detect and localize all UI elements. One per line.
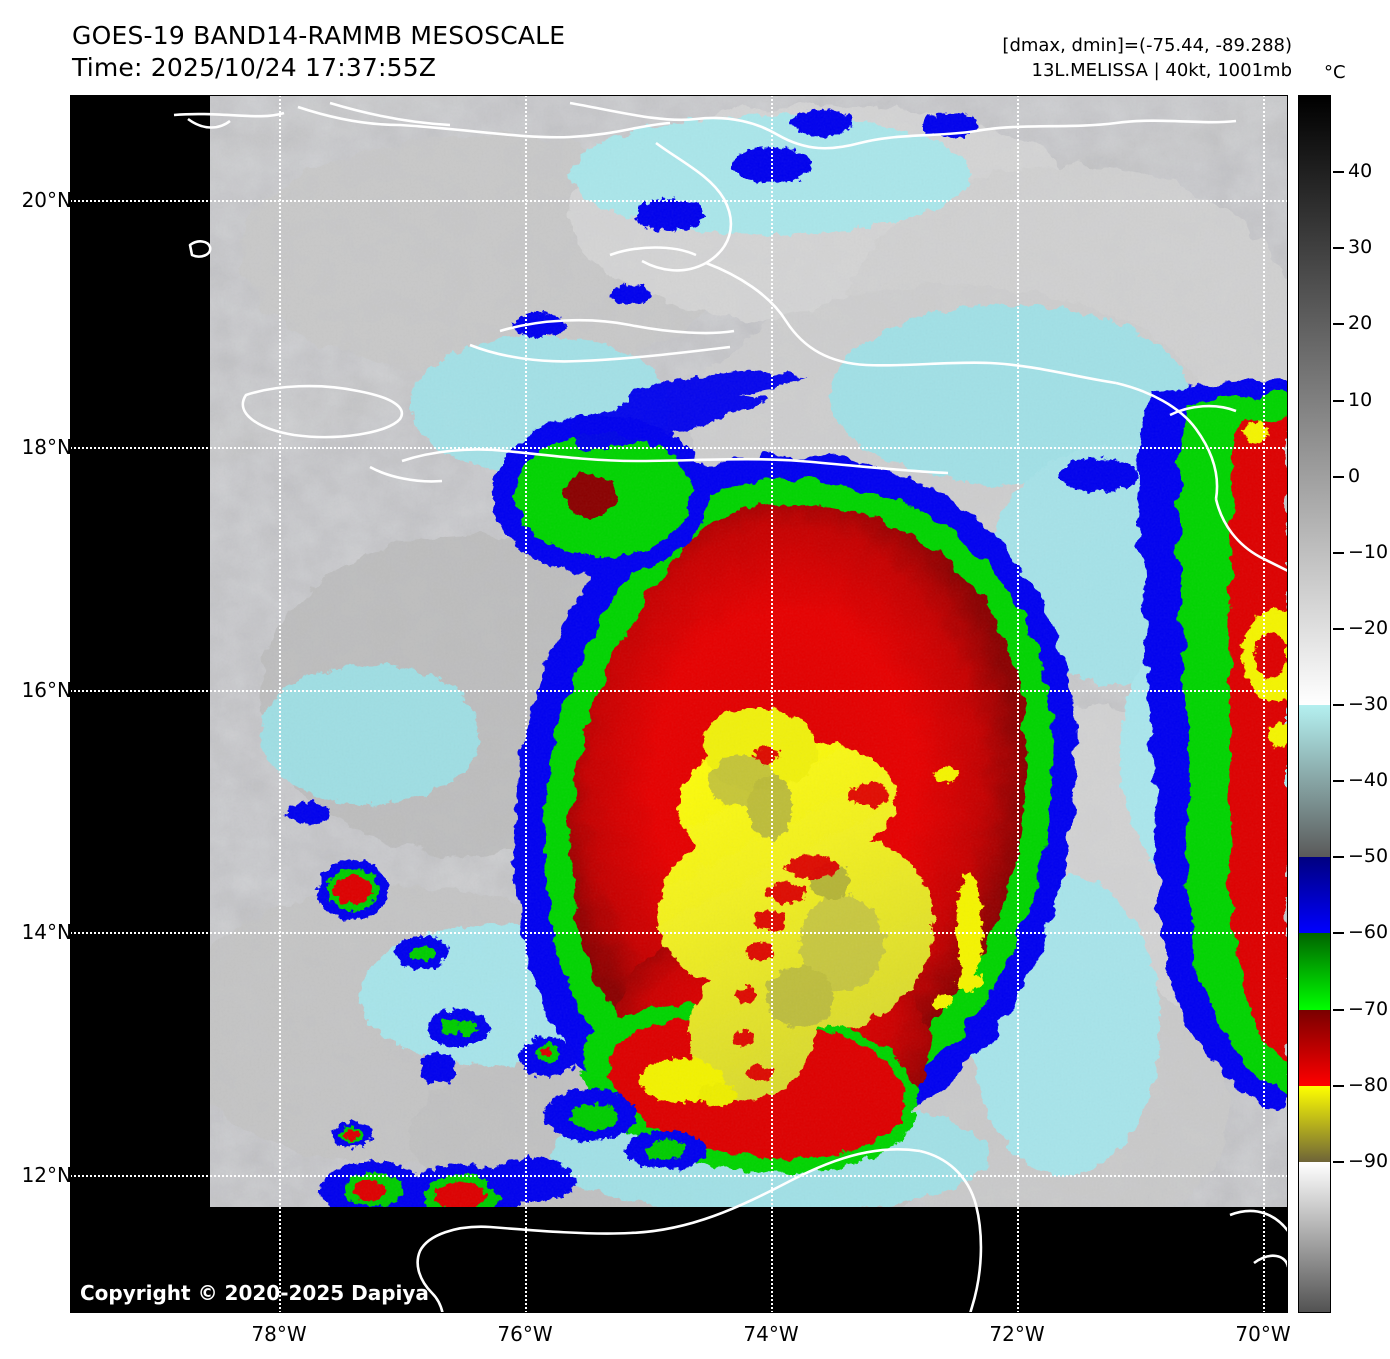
colorbar-tick-label-8: −40 bbox=[1348, 769, 1389, 792]
gridline-lon-76w bbox=[525, 95, 527, 1313]
colorbar-tick-9 bbox=[1333, 856, 1344, 859]
colorbar-tick-label-0: 40 bbox=[1348, 160, 1373, 183]
gridline-lon-74w bbox=[771, 95, 773, 1313]
header-title-block: GOES-19 BAND14-RAMMB MESOSCALE Time: 202… bbox=[72, 20, 565, 84]
gridline-lat-14n bbox=[70, 932, 1288, 934]
timestamp-label: Time: 2025/10/24 17:37:55Z bbox=[72, 53, 437, 82]
xtick-label-72w: 72°W bbox=[989, 1322, 1045, 1346]
gridline-lat-18n bbox=[70, 447, 1288, 449]
gridline-lat-20n bbox=[70, 200, 1288, 202]
colorbar-tick-3 bbox=[1333, 399, 1344, 402]
storm-info-label: 13L.MELISSA | 40kt, 1001mb bbox=[1031, 60, 1293, 81]
colorbar-tick-label-1: 30 bbox=[1348, 236, 1373, 259]
colorbar-tick-label-5: −10 bbox=[1348, 540, 1389, 563]
colorbar-segment-6 bbox=[1299, 1161, 1330, 1312]
header-meta-block: [dmax, dmin]=(-75.44, -89.288) 13L.MELIS… bbox=[1002, 33, 1292, 83]
colorbar-unit-label: °C bbox=[1324, 62, 1346, 83]
gridline-lon-78w bbox=[279, 95, 281, 1313]
colorbar-tick-12 bbox=[1333, 1084, 1344, 1087]
colorbar-tick-1 bbox=[1333, 247, 1344, 250]
colorbar-tick-label-7: −30 bbox=[1348, 693, 1389, 715]
colorbar-tick-label-9: −50 bbox=[1348, 845, 1389, 868]
xtick-label-78w: 78°W bbox=[251, 1322, 307, 1346]
colorbar-tick-label-12: −80 bbox=[1348, 1073, 1389, 1096]
xtick-label-74w: 74°W bbox=[743, 1322, 799, 1346]
colorbar-segment-1 bbox=[1299, 705, 1330, 858]
colorbar-segment-4 bbox=[1299, 1009, 1330, 1086]
colorbar-tick-8 bbox=[1333, 780, 1344, 783]
colorbar-tick-label-13: −90 bbox=[1348, 1149, 1389, 1172]
colorbar-segment-0 bbox=[1299, 96, 1330, 705]
colorbar-tick-label-10: −60 bbox=[1348, 921, 1389, 944]
satellite-imagery bbox=[70, 95, 1288, 1313]
colorbar-segment-3 bbox=[1299, 933, 1330, 1010]
colorbar-tick-10 bbox=[1333, 932, 1344, 935]
gridline-lat-12n bbox=[70, 1175, 1288, 1177]
colorbar-tick-label-11: −70 bbox=[1348, 997, 1389, 1020]
ytick-label-16n: 16°N bbox=[21, 678, 72, 702]
gridline-lat-16n bbox=[70, 690, 1288, 692]
xtick-label-76w: 76°W bbox=[497, 1322, 553, 1346]
colorbar-tick-4 bbox=[1333, 475, 1344, 478]
colorbar-tick-label-4: 0 bbox=[1348, 464, 1361, 487]
colorbar-tick-7 bbox=[1333, 704, 1344, 706]
colorbar-tick-label-6: −20 bbox=[1348, 616, 1389, 639]
colorbar-tick-label-3: 10 bbox=[1348, 388, 1373, 411]
gridline-lon-72w bbox=[1017, 95, 1019, 1313]
xtick-label-70w: 70°W bbox=[1235, 1322, 1291, 1346]
ytick-label-12n: 12°N bbox=[21, 1163, 72, 1187]
ytick-label-18n: 18°N bbox=[21, 435, 72, 459]
colorbar-tick-6 bbox=[1333, 627, 1344, 630]
gridline-lon-70w bbox=[1263, 95, 1265, 1313]
ytick-label-14n: 14°N bbox=[21, 920, 72, 944]
colorbar-tick-13 bbox=[1333, 1160, 1344, 1163]
coastline-overlay bbox=[173, 101, 1288, 1313]
page-title: GOES-19 BAND14-RAMMB MESOSCALE bbox=[72, 21, 566, 50]
colorbar-tick-2 bbox=[1333, 323, 1344, 326]
graticule-grid bbox=[70, 95, 1288, 1313]
colorbar-tick-label-2: 20 bbox=[1348, 312, 1373, 335]
ytick-label-20n: 20°N bbox=[21, 188, 72, 212]
colorbar-segment-2 bbox=[1299, 857, 1330, 934]
temperature-colorbar[interactable] bbox=[1298, 95, 1331, 1313]
colorbar-tick-5 bbox=[1333, 551, 1344, 554]
colorbar-tick-11 bbox=[1333, 1008, 1344, 1011]
colorbar-tick-0 bbox=[1333, 171, 1344, 174]
copyright-label: Copyright © 2020-2025 Dapiya bbox=[80, 1281, 429, 1305]
satellite-image-plot[interactable] bbox=[70, 95, 1288, 1313]
data-range-label: [dmax, dmin]=(-75.44, -89.288) bbox=[1002, 35, 1292, 56]
colorbar-segment-5 bbox=[1299, 1085, 1330, 1162]
